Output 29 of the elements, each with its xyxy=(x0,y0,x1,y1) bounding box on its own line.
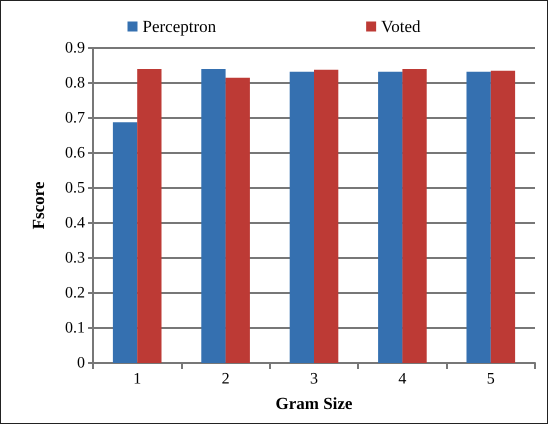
y-tick-label: 0.6 xyxy=(65,144,85,162)
bar xyxy=(314,70,338,363)
y-tick-label: 0.7 xyxy=(65,110,85,126)
x-axis-title: Gram Size xyxy=(276,394,353,413)
y-tick-label: 0.5 xyxy=(65,180,85,196)
y-tick-label: 0 xyxy=(77,354,85,372)
y-axis-title: Fscore xyxy=(29,181,48,230)
bar xyxy=(290,72,314,363)
bar xyxy=(112,122,138,363)
bar xyxy=(490,70,516,363)
bar xyxy=(226,78,250,363)
bar xyxy=(466,72,491,363)
legend-label: Voted xyxy=(381,17,421,36)
y-tick-label: 0.3 xyxy=(65,250,85,266)
bar xyxy=(201,69,226,363)
legend-label: Perceptron xyxy=(142,17,217,36)
x-tick-label: 3 xyxy=(310,370,318,388)
bar xyxy=(402,69,427,363)
x-tick-label: 1 xyxy=(133,370,142,388)
y-tick-label: 0.8 xyxy=(65,74,85,92)
y-tick-label: 0.1 xyxy=(65,320,85,336)
y-tick-label: 0.2 xyxy=(65,284,85,302)
y-tick-label: 0.4 xyxy=(65,214,85,232)
x-tick-label: 4 xyxy=(398,370,406,388)
x-tick-label: 2 xyxy=(222,370,230,388)
bar xyxy=(378,72,402,363)
bar xyxy=(137,69,162,363)
x-tick-label: 5 xyxy=(486,370,495,388)
y-tick-label: 0.9 xyxy=(65,40,85,56)
